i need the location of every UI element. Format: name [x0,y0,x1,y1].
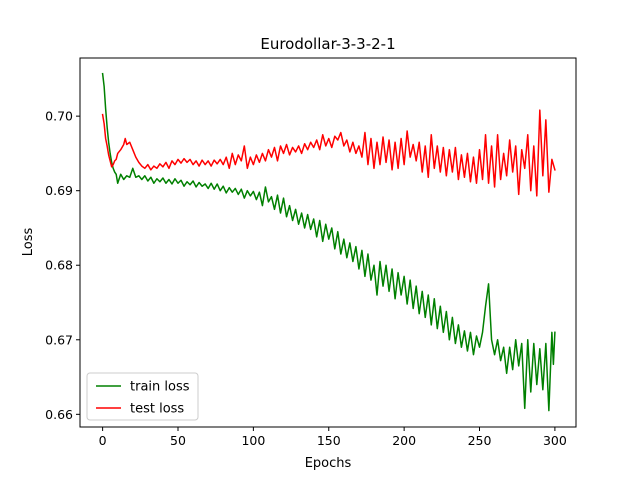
series-line-train-loss [101,72,556,412]
y-tick-label: 0.67 [45,332,73,347]
y-tick-label: 0.66 [45,407,73,422]
x-tick-label: 150 [317,433,341,448]
x-axis-label: Epochs [305,456,352,471]
chart-title: Eurodollar-3-3-2-1 [260,35,395,53]
plot-frame [79,57,577,428]
x-tick-label: 250 [468,433,492,448]
axes-layer: 0 50 100 150 200 250 300 0.66 0.67 0.68 0.69 0.70 [45,109,567,448]
x-tick-label: 100 [241,433,265,448]
y-tick-label: 0.70 [45,109,73,124]
x-tick-label: 50 [170,433,186,448]
series-layer [101,72,556,412]
x-tick-label: 300 [543,433,567,448]
y-axis-label: Loss [21,228,36,257]
x-tick-label: 200 [392,433,416,448]
plot-area [80,58,576,427]
x-tick-label: 0 [99,433,107,448]
legend-label: train loss [130,380,190,395]
y-tick-label: 0.68 [45,258,73,273]
legend: train loss test loss [86,372,199,421]
series-line-test-loss [101,109,556,197]
y-tick-label: 0.69 [45,183,73,198]
legend-label: test loss [130,402,184,417]
